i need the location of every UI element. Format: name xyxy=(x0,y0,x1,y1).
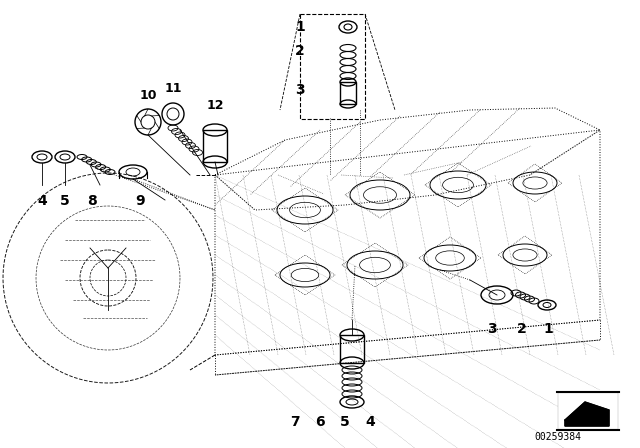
Text: 1: 1 xyxy=(543,322,553,336)
Text: 4: 4 xyxy=(365,415,375,429)
Bar xyxy=(340,335,364,363)
Text: 8: 8 xyxy=(87,194,97,208)
Text: 10: 10 xyxy=(140,89,157,102)
Text: 00259384: 00259384 xyxy=(534,432,582,442)
Text: 3: 3 xyxy=(296,83,305,97)
Text: 6: 6 xyxy=(315,415,325,429)
Bar xyxy=(558,393,618,429)
Text: 7: 7 xyxy=(290,415,300,429)
Text: 5: 5 xyxy=(340,415,350,429)
Text: 2: 2 xyxy=(517,322,527,336)
Text: 12: 12 xyxy=(206,99,224,112)
Text: 3: 3 xyxy=(487,322,497,336)
Polygon shape xyxy=(565,402,609,426)
Bar xyxy=(300,14,365,119)
Bar xyxy=(340,82,356,104)
Text: 11: 11 xyxy=(164,82,182,95)
Text: 1: 1 xyxy=(295,20,305,34)
Text: 2: 2 xyxy=(295,44,305,58)
Text: 4: 4 xyxy=(37,194,47,208)
Text: 5: 5 xyxy=(60,194,70,208)
Text: 9: 9 xyxy=(135,194,145,208)
Bar xyxy=(203,130,227,162)
